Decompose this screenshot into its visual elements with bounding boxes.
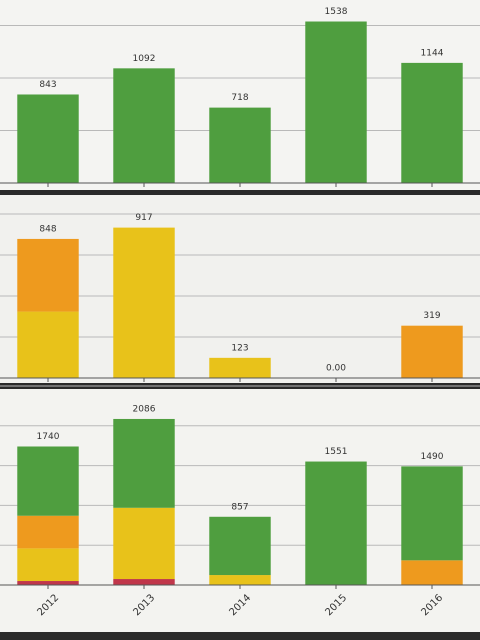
value-label: 718	[231, 93, 248, 103]
bar-segment	[113, 579, 175, 585]
value-label: 1092	[133, 54, 156, 64]
bar-segment	[17, 548, 79, 582]
bar	[209, 107, 271, 183]
bar-segment	[113, 418, 175, 508]
bar-segment	[17, 311, 79, 378]
total-label: 1551	[325, 447, 348, 457]
total-label: 123	[231, 343, 248, 353]
bar-segment	[17, 238, 79, 312]
panel	[0, 389, 480, 632]
bar-segment	[209, 575, 271, 585]
total-label: 1740	[37, 432, 60, 442]
total-label: 1490	[421, 452, 444, 462]
bar-segment	[401, 325, 463, 378]
bar	[305, 21, 367, 184]
value-label: 1538	[325, 7, 348, 17]
total-label: 0.00	[326, 364, 346, 374]
bar-segment	[401, 466, 463, 561]
bar	[113, 68, 175, 183]
bar-segment	[209, 357, 271, 378]
bar-segment	[401, 560, 463, 585]
total-label: 848	[39, 224, 56, 234]
total-label: 319	[423, 311, 440, 321]
bar-segment	[113, 507, 175, 580]
bar-segment	[17, 581, 79, 585]
bar	[17, 94, 79, 183]
value-label: 843	[39, 80, 56, 90]
bar-segment	[209, 516, 271, 576]
total-label: 917	[135, 213, 152, 223]
bar-segment	[113, 227, 175, 378]
value-label: 1144	[421, 48, 444, 58]
total-label: 2086	[133, 404, 156, 414]
total-label: 857	[231, 502, 248, 512]
panel	[0, 195, 480, 383]
bar-segment	[305, 461, 367, 585]
bar-segment	[17, 446, 79, 516]
bar	[401, 62, 463, 183]
bar-segment	[17, 515, 79, 549]
